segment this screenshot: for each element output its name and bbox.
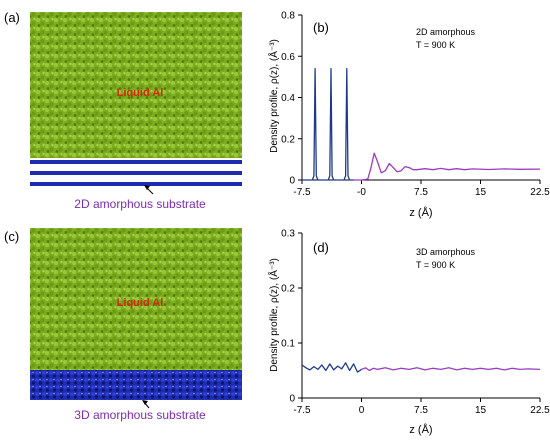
chart-d-xtick-label: 7.5 [414,405,428,416]
chart-b-ytick-label: 0.4 [281,93,295,104]
chart-d-annotation-line2: T = 900 K [416,260,455,270]
chart-b-xtick-label: -0 [357,187,366,198]
chart-d-liquid-curve [361,367,541,372]
substrate-layer-3 [30,182,242,186]
chart-b-xtick-label: 22.5 [530,187,550,198]
panel-a-label: (a) [4,10,20,25]
chart-b-ytick-label: 0.6 [281,52,295,63]
panel-a: (a) Liquid Al 2D amorphous substrate [4,10,242,211]
substrate-3d-region [30,370,242,400]
chart-d: (d) 3D amorphous T = 900 K Density profi… [267,229,550,437]
panel-d-label: (d) [313,240,329,255]
substrate-caption-2d: 2D amorphous substrate [74,197,206,211]
chart-b-ytick-label: 0.8 [281,11,295,22]
liquid-al-label: Liquid Al [117,87,164,99]
chart-b-annotation-line2: T = 900 K [416,40,455,50]
liquid-al-label: Liquid Al [117,297,164,309]
substrate-arrow-head [142,400,148,405]
panel-c: (c) Liquid Al 3D amorphous substrate [4,228,242,422]
chart-d-ytick-label: 0.2 [281,284,295,295]
chart-d-substrate-curve [301,362,362,373]
substrate-layer-1 [30,160,242,164]
substrate-arrow-head [144,185,150,190]
chart-d-xtick-label: -7.5 [293,405,311,416]
chart-d-ylabel: Density profile, ρ(z), (Å⁻³) [267,258,280,372]
chart-b-xtick-label: -7.5 [293,187,311,198]
chart-b-liquid-curve [353,152,541,181]
chart-d-ytick-label: 0.1 [281,339,295,350]
chart-b-xlabel: z (Å) [409,206,432,219]
chart-d-annotation-line1: 3D amorphous [416,247,476,257]
chart-b-ytick-label: 0.2 [281,134,295,145]
chart-d-xtick-label: 15 [475,405,487,416]
liquid-al-region [30,12,242,158]
chart-b-xtick-label: 15 [475,187,487,198]
chart-d-ytick-label: 0 [289,394,295,405]
liquid-al-region [30,228,242,370]
chart-b-substrate-curve [302,67,354,181]
panel-b-label: (b) [313,20,329,35]
chart-d-xlabel: z (Å) [409,423,432,436]
chart-b-ylabel: Density profile, ρ(z), (Å⁻³) [267,39,280,153]
chart-b-ytick-label: 0 [289,176,295,187]
substrate-caption-3d: 3D amorphous substrate [74,408,206,422]
chart-d-xtick-label: 22.5 [530,405,550,416]
chart-d-ytick-label: 0.3 [281,229,295,240]
chart-b: (b) 2D amorphous T = 900 K Density profi… [267,11,550,220]
panel-c-label: (c) [4,229,19,244]
chart-b-xtick-label: 7.5 [414,187,428,198]
chart-b-annotation-line1: 2D amorphous [416,27,476,37]
substrate-layer-2 [30,171,242,175]
chart-d-xtick-label: 0 [359,405,365,416]
